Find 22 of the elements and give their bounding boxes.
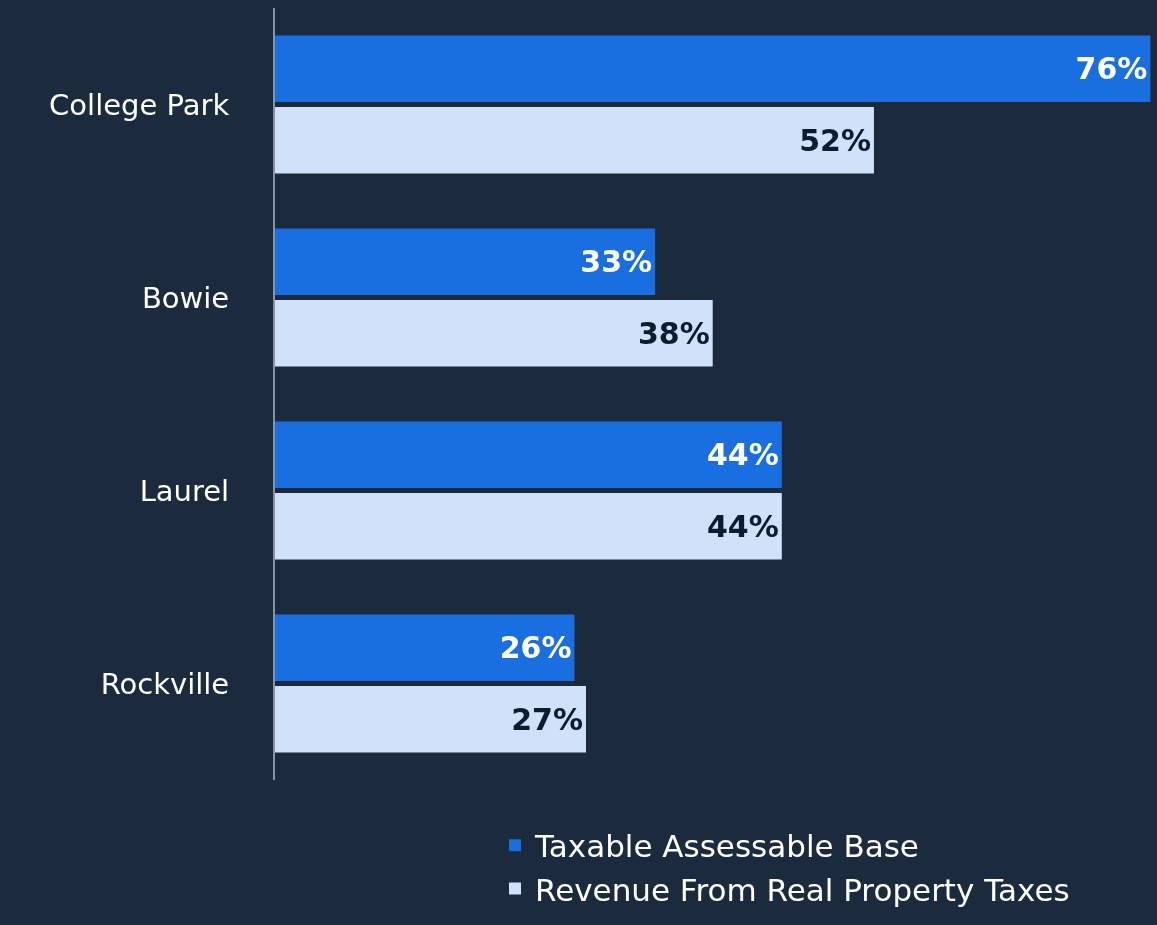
data-label: 33% [580,244,653,280]
bar [275,421,782,488]
data-label: 26% [499,630,572,666]
legend-label: Taxable Assessable Base [534,828,919,865]
y-tick-label: Laurel [139,473,230,508]
bar [275,35,1151,102]
bar [275,300,713,367]
bar [275,228,656,295]
y-tick-label: College Park [49,87,230,122]
y-tick-label: Rockville [100,666,230,701]
bar [275,686,586,753]
data-label: 38% [637,315,710,351]
bar [275,107,874,174]
bar [275,493,782,560]
data-label: 44% [707,437,779,473]
legend-label: Revenue From Real Property Taxes [535,871,1070,908]
data-label: 27% [511,701,583,737]
data-label: 76% [1075,51,1148,87]
data-label: 52% [799,122,871,158]
y-tick-label: Bowie [141,280,230,315]
bar [275,614,575,681]
data-label: 44% [707,508,779,544]
